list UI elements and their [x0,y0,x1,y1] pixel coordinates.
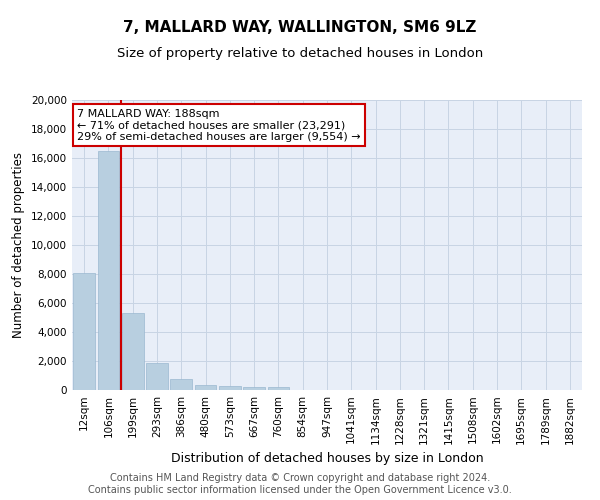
Bar [73,272,95,390]
Text: Contains HM Land Registry data © Crown copyright and database right 2024.
Contai: Contains HM Land Registry data © Crown c… [88,474,512,495]
Bar [194,385,217,390]
Bar [219,386,241,390]
X-axis label: Distribution of detached houses by size in London: Distribution of detached houses by size … [170,452,484,465]
Bar [243,387,265,390]
Y-axis label: Number of detached properties: Number of detached properties [13,152,25,338]
Text: Size of property relative to detached houses in London: Size of property relative to detached ho… [117,48,483,60]
Text: 7, MALLARD WAY, WALLINGTON, SM6 9LZ: 7, MALLARD WAY, WALLINGTON, SM6 9LZ [124,20,476,35]
Bar [146,363,168,390]
Bar [268,387,289,390]
Bar [170,379,192,390]
Bar [97,151,119,390]
Bar [122,313,143,390]
Text: 7 MALLARD WAY: 188sqm
← 71% of detached houses are smaller (23,291)
29% of semi-: 7 MALLARD WAY: 188sqm ← 71% of detached … [77,108,361,142]
